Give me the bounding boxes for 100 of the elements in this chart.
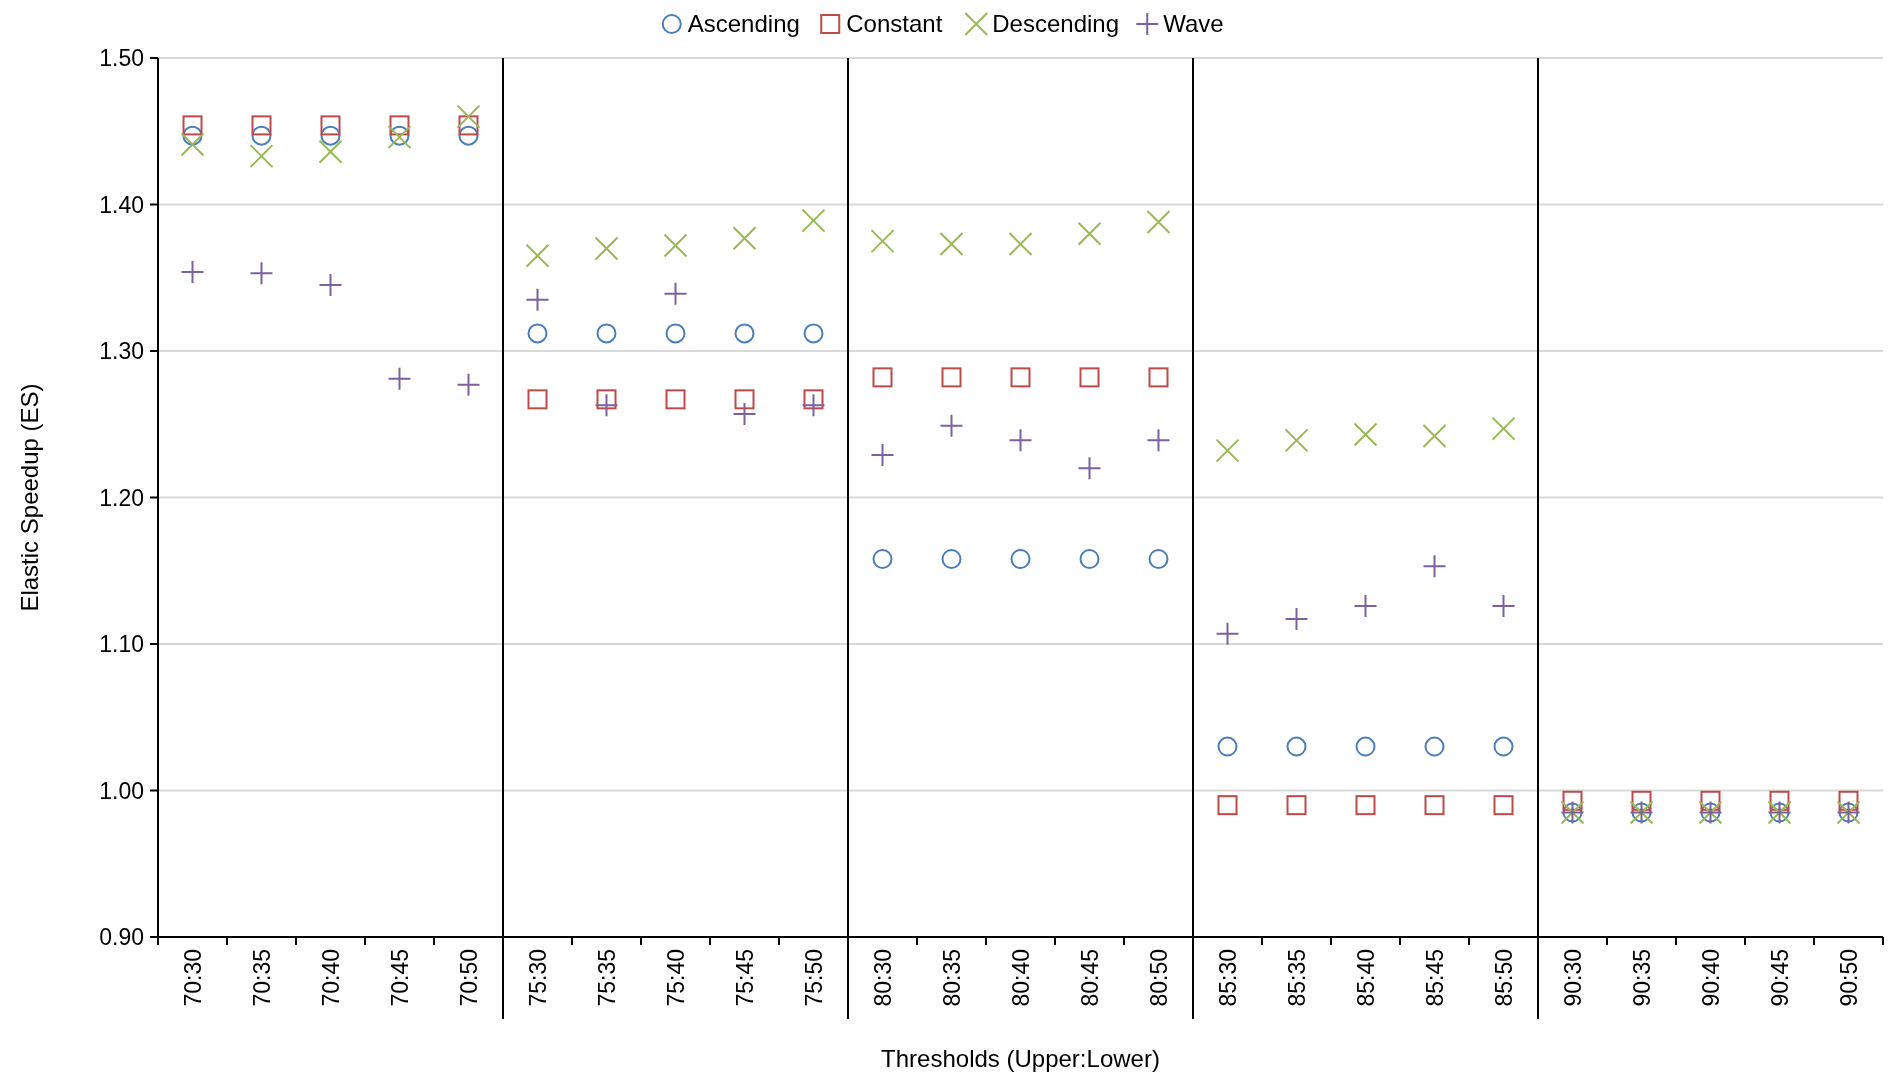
x-tick-label: 90:30	[1559, 949, 1586, 1007]
point	[732, 226, 757, 251]
point	[734, 389, 755, 410]
point	[251, 125, 272, 146]
x-tick-label: 85:30	[1214, 949, 1241, 1007]
point	[596, 323, 617, 344]
point	[1354, 594, 1377, 617]
point	[1284, 428, 1309, 453]
y-tick-label: 1.10	[99, 631, 144, 658]
x-tick-label: 70:50	[455, 949, 482, 1007]
point	[1217, 795, 1238, 816]
point	[250, 262, 273, 285]
y-tick-label: 1.30	[99, 338, 144, 365]
point	[872, 549, 893, 570]
x-tick-label: 70:30	[179, 949, 206, 1007]
point	[665, 389, 686, 410]
point	[1355, 736, 1376, 757]
y-tick-label: 1.50	[99, 45, 144, 72]
point	[388, 367, 411, 390]
point	[1285, 608, 1308, 631]
point	[319, 274, 342, 297]
point	[1700, 790, 1721, 811]
point	[1769, 790, 1790, 811]
point	[1631, 790, 1652, 811]
point	[802, 394, 825, 417]
point	[1146, 210, 1171, 235]
point	[1353, 422, 1378, 447]
point	[803, 323, 824, 344]
point	[734, 323, 755, 344]
point	[1562, 790, 1583, 811]
point	[594, 236, 619, 261]
x-tick-label: 80:35	[938, 949, 965, 1007]
point	[525, 243, 550, 268]
x-tick-label: 75:50	[800, 949, 827, 1007]
y-tick-label: 1.20	[99, 484, 144, 511]
x-tick-label: 80:45	[1076, 949, 1103, 1007]
x-tick-label: 85:40	[1352, 949, 1379, 1007]
point	[457, 373, 480, 396]
y-tick-label: 0.90	[99, 924, 144, 951]
point	[182, 125, 203, 146]
point	[872, 367, 893, 388]
point	[456, 104, 481, 129]
x-tick-label: 90:50	[1835, 949, 1862, 1007]
x-tick-label: 75:45	[731, 949, 758, 1007]
legend-label: Constant	[846, 10, 943, 37]
point	[1078, 457, 1101, 480]
y-tick-label: 1.40	[99, 191, 144, 218]
x-tick-label: 85:35	[1283, 949, 1310, 1007]
point	[389, 115, 410, 136]
point	[1215, 438, 1240, 463]
point	[320, 115, 341, 136]
point	[1079, 367, 1100, 388]
point	[182, 115, 203, 136]
point	[1424, 736, 1445, 757]
x-tick-label: 70:35	[248, 949, 275, 1007]
point	[527, 323, 548, 344]
point	[1286, 795, 1307, 816]
point	[939, 232, 964, 257]
point	[940, 414, 963, 437]
x-axis-title: Thresholds (Upper:Lower)	[881, 1045, 1160, 1072]
x-tick-label: 70:45	[386, 949, 413, 1007]
point	[941, 367, 962, 388]
point	[251, 115, 272, 136]
point	[595, 394, 618, 417]
point	[1010, 367, 1031, 388]
point	[1493, 795, 1514, 816]
x-tick-label: 90:45	[1766, 949, 1793, 1007]
x-tick-label: 75:35	[593, 949, 620, 1007]
point	[1491, 416, 1516, 441]
point	[663, 233, 688, 258]
point	[1838, 790, 1859, 811]
point	[941, 549, 962, 570]
point	[1010, 549, 1031, 570]
y-tick-label: 1.00	[99, 777, 144, 804]
point	[664, 282, 687, 305]
point	[1077, 221, 1102, 246]
point	[1009, 429, 1032, 452]
point	[1493, 736, 1514, 757]
legend-label: Ascending	[687, 10, 800, 37]
point	[1423, 555, 1446, 578]
x-tick-label: 80:40	[1007, 949, 1034, 1007]
point	[526, 288, 549, 311]
x-tick-label: 70:40	[317, 949, 344, 1007]
point	[527, 389, 548, 410]
point	[870, 229, 895, 254]
point	[1147, 429, 1170, 452]
point	[1422, 423, 1447, 448]
point	[1355, 795, 1376, 816]
point	[249, 144, 274, 169]
point	[1492, 594, 1515, 617]
legend-label: Wave	[1163, 10, 1224, 37]
point	[1148, 549, 1169, 570]
x-tick-label: 75:40	[662, 949, 689, 1007]
point	[1217, 736, 1238, 757]
x-tick-label: 90:40	[1697, 949, 1724, 1007]
point	[1079, 549, 1100, 570]
point	[181, 260, 204, 283]
point	[180, 132, 205, 157]
x-tick-label: 80:30	[869, 949, 896, 1007]
x-tick-label: 75:30	[524, 949, 551, 1007]
